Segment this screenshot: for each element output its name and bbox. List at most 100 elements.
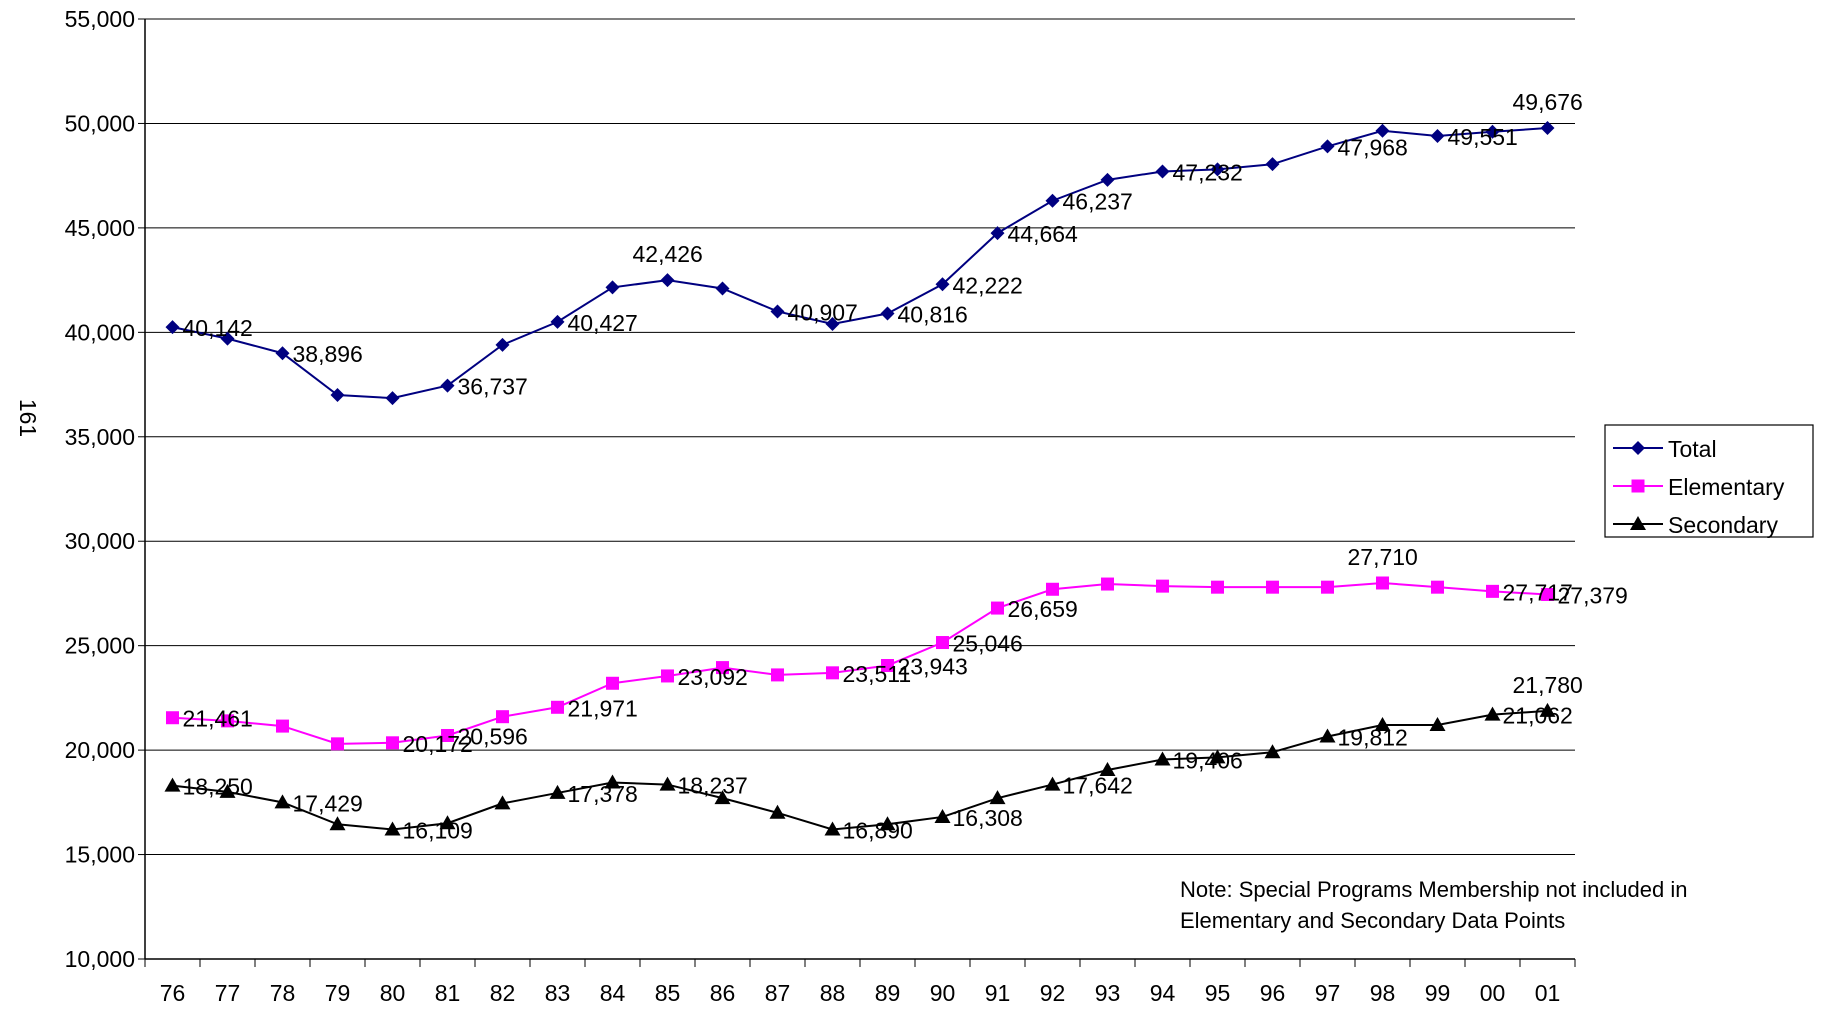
triangle-marker — [384, 821, 401, 836]
legend-item-elementary: Elementary — [1613, 474, 1785, 500]
data-label: 16,308 — [953, 805, 1023, 831]
data-label: 49,676 — [1513, 89, 1583, 115]
diamond-marker — [1485, 124, 1500, 139]
triangle-marker — [879, 816, 896, 831]
square-marker — [331, 737, 344, 751]
series-elementary — [166, 576, 1554, 751]
data-label: 17,378 — [568, 781, 638, 807]
square-marker — [1266, 580, 1279, 594]
square-marker — [661, 669, 674, 683]
diamond-marker — [1320, 139, 1335, 154]
square-marker — [1101, 577, 1114, 591]
series-total — [165, 121, 1555, 406]
data-label: 21,971 — [568, 695, 638, 721]
x-tick-label: 98 — [1370, 980, 1396, 1006]
diamond-marker — [550, 314, 565, 329]
data-label: 17,429 — [293, 790, 363, 816]
square-marker — [1486, 584, 1499, 598]
triangle-marker — [1099, 761, 1116, 776]
data-label: 23,943 — [898, 654, 968, 680]
data-label: 46,237 — [1063, 189, 1133, 215]
x-tick-label: 93 — [1095, 980, 1121, 1006]
data-label: 26,659 — [1008, 596, 1078, 622]
triangle-marker — [1154, 751, 1171, 766]
square-marker — [386, 736, 399, 750]
y-tick-label: 35,000 — [65, 424, 135, 450]
x-tick-label: 95 — [1205, 980, 1231, 1006]
data-label: 23,092 — [678, 664, 748, 690]
x-tick-label: 88 — [820, 980, 846, 1006]
diamond-marker — [330, 388, 345, 402]
data-label: 40,907 — [788, 299, 858, 325]
square-marker — [826, 666, 839, 680]
square-marker — [166, 711, 179, 725]
diamond-marker — [1540, 121, 1555, 136]
diamond-marker — [1155, 164, 1170, 179]
axes: 10,000 15,000 20,000 25,000 30,000 35,000 40,0… — [15, 6, 1576, 1006]
legend-item-secondary: Secondary — [1613, 512, 1778, 538]
square-marker — [1431, 580, 1444, 594]
x-tick-label: 89 — [875, 980, 901, 1006]
square-marker — [881, 659, 894, 673]
diamond-marker — [1100, 172, 1115, 187]
x-tick-label: 78 — [270, 980, 296, 1006]
diamond-marker — [1045, 193, 1060, 208]
triangle-marker — [219, 783, 236, 798]
diamond-marker — [1631, 441, 1645, 455]
triangle-marker — [934, 808, 951, 823]
diamond-marker — [220, 331, 235, 346]
triangle-marker — [164, 777, 181, 792]
data-label: 40,142 — [183, 315, 253, 341]
data-labels: 40,142 38,896 36,737 40,427 42,426 40,907 40,8… — [183, 89, 1628, 843]
y-tick-label: 25,000 — [65, 633, 135, 659]
data-label: 19,812 — [1338, 725, 1408, 751]
triangle-marker — [439, 815, 456, 830]
y-tick-label: 20,000 — [65, 737, 135, 763]
x-tick-label: 80 — [380, 980, 406, 1006]
y-tick-label: 15,000 — [65, 842, 135, 868]
data-label: 20,172 — [403, 731, 473, 757]
series-secondary — [164, 702, 1556, 836]
y-tick-label: 30,000 — [65, 528, 135, 554]
triangle-marker — [549, 784, 566, 799]
square-marker — [441, 728, 454, 742]
square-marker — [936, 636, 949, 650]
data-label: 23,511 — [843, 661, 912, 687]
y-tick-label: 45,000 — [65, 215, 135, 241]
square-marker — [1211, 580, 1224, 594]
data-label: 27,710 — [1348, 544, 1418, 570]
data-label: 42,222 — [953, 272, 1023, 298]
triangle-marker — [1319, 728, 1336, 743]
diamond-marker — [1375, 123, 1390, 138]
x-tick-label: 01 — [1535, 980, 1561, 1006]
triangle-marker — [824, 821, 841, 836]
note-line: Note: Special Programs Membership not in… — [1180, 877, 1687, 902]
square-marker — [606, 676, 619, 690]
data-label: 40,816 — [898, 302, 968, 328]
diamond-marker — [165, 320, 180, 335]
square-marker — [1376, 576, 1389, 590]
data-label: 44,664 — [1008, 221, 1079, 247]
diamond-marker — [770, 304, 785, 319]
x-tick-label: 92 — [1040, 980, 1066, 1006]
chart-note: Note: Special Programs Membership not in… — [1180, 877, 1687, 933]
triangle-marker — [1044, 776, 1061, 791]
legend: Total Elementary Secondary — [1604, 424, 1814, 538]
triangle-marker — [989, 790, 1006, 805]
x-tick-label: 86 — [710, 980, 736, 1006]
x-tick-label: 76 — [160, 980, 186, 1006]
data-label: 17,642 — [1063, 773, 1133, 799]
data-label: 40,427 — [568, 310, 638, 336]
data-label: 25,046 — [953, 631, 1023, 657]
triangle-marker — [659, 776, 676, 791]
diamond-marker — [1210, 162, 1225, 177]
x-tick-label: 00 — [1480, 980, 1506, 1006]
diamond-marker — [935, 277, 950, 292]
x-tick-label: 83 — [545, 980, 571, 1006]
triangle-marker — [714, 790, 731, 805]
diamond-marker — [385, 391, 400, 406]
data-label: 47,968 — [1338, 134, 1408, 160]
data-label: 47,232 — [1173, 159, 1243, 185]
x-tick-label: 79 — [325, 980, 351, 1006]
data-label: 18,237 — [678, 773, 748, 799]
